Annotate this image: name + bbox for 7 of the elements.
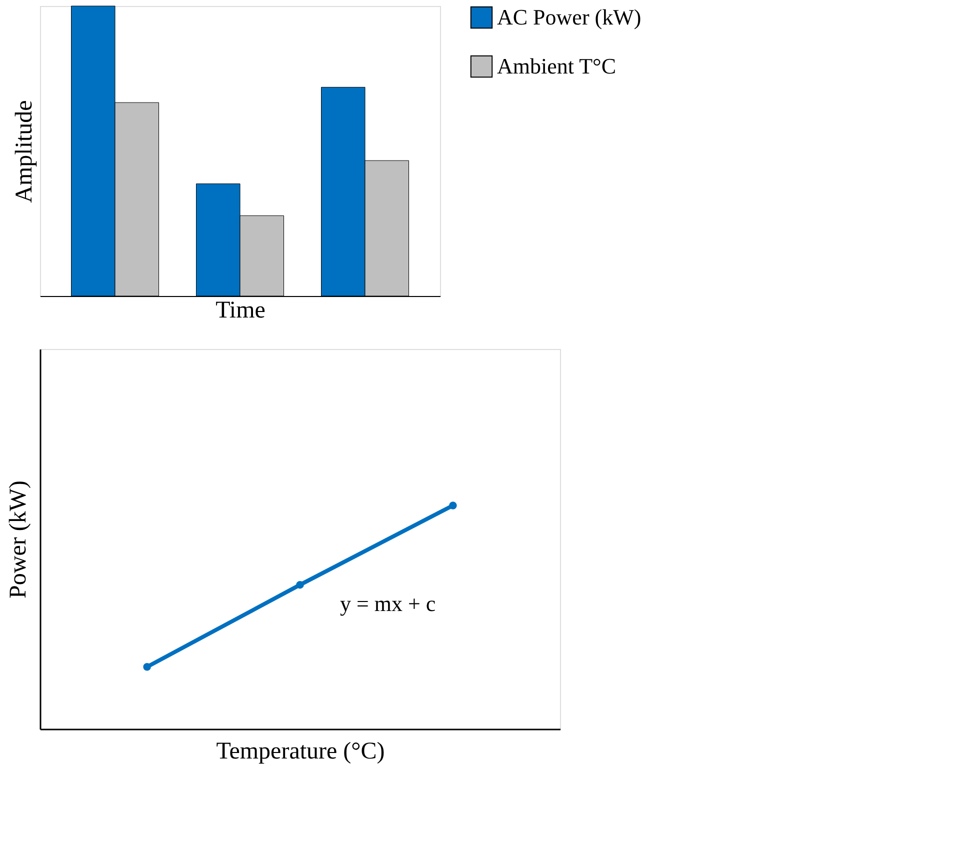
y-axis-title: Power (kW) bbox=[6, 480, 32, 598]
x-axis-title: Temperature (°C) bbox=[216, 738, 385, 764]
annotation: y = mx + c bbox=[340, 591, 436, 616]
legend-label: AC Power (kW) bbox=[497, 4, 642, 30]
y-axis-title: Amplitude bbox=[12, 100, 38, 203]
x-axis-title: Time bbox=[216, 298, 266, 324]
legend-label: Ambient T°C bbox=[497, 54, 616, 78]
